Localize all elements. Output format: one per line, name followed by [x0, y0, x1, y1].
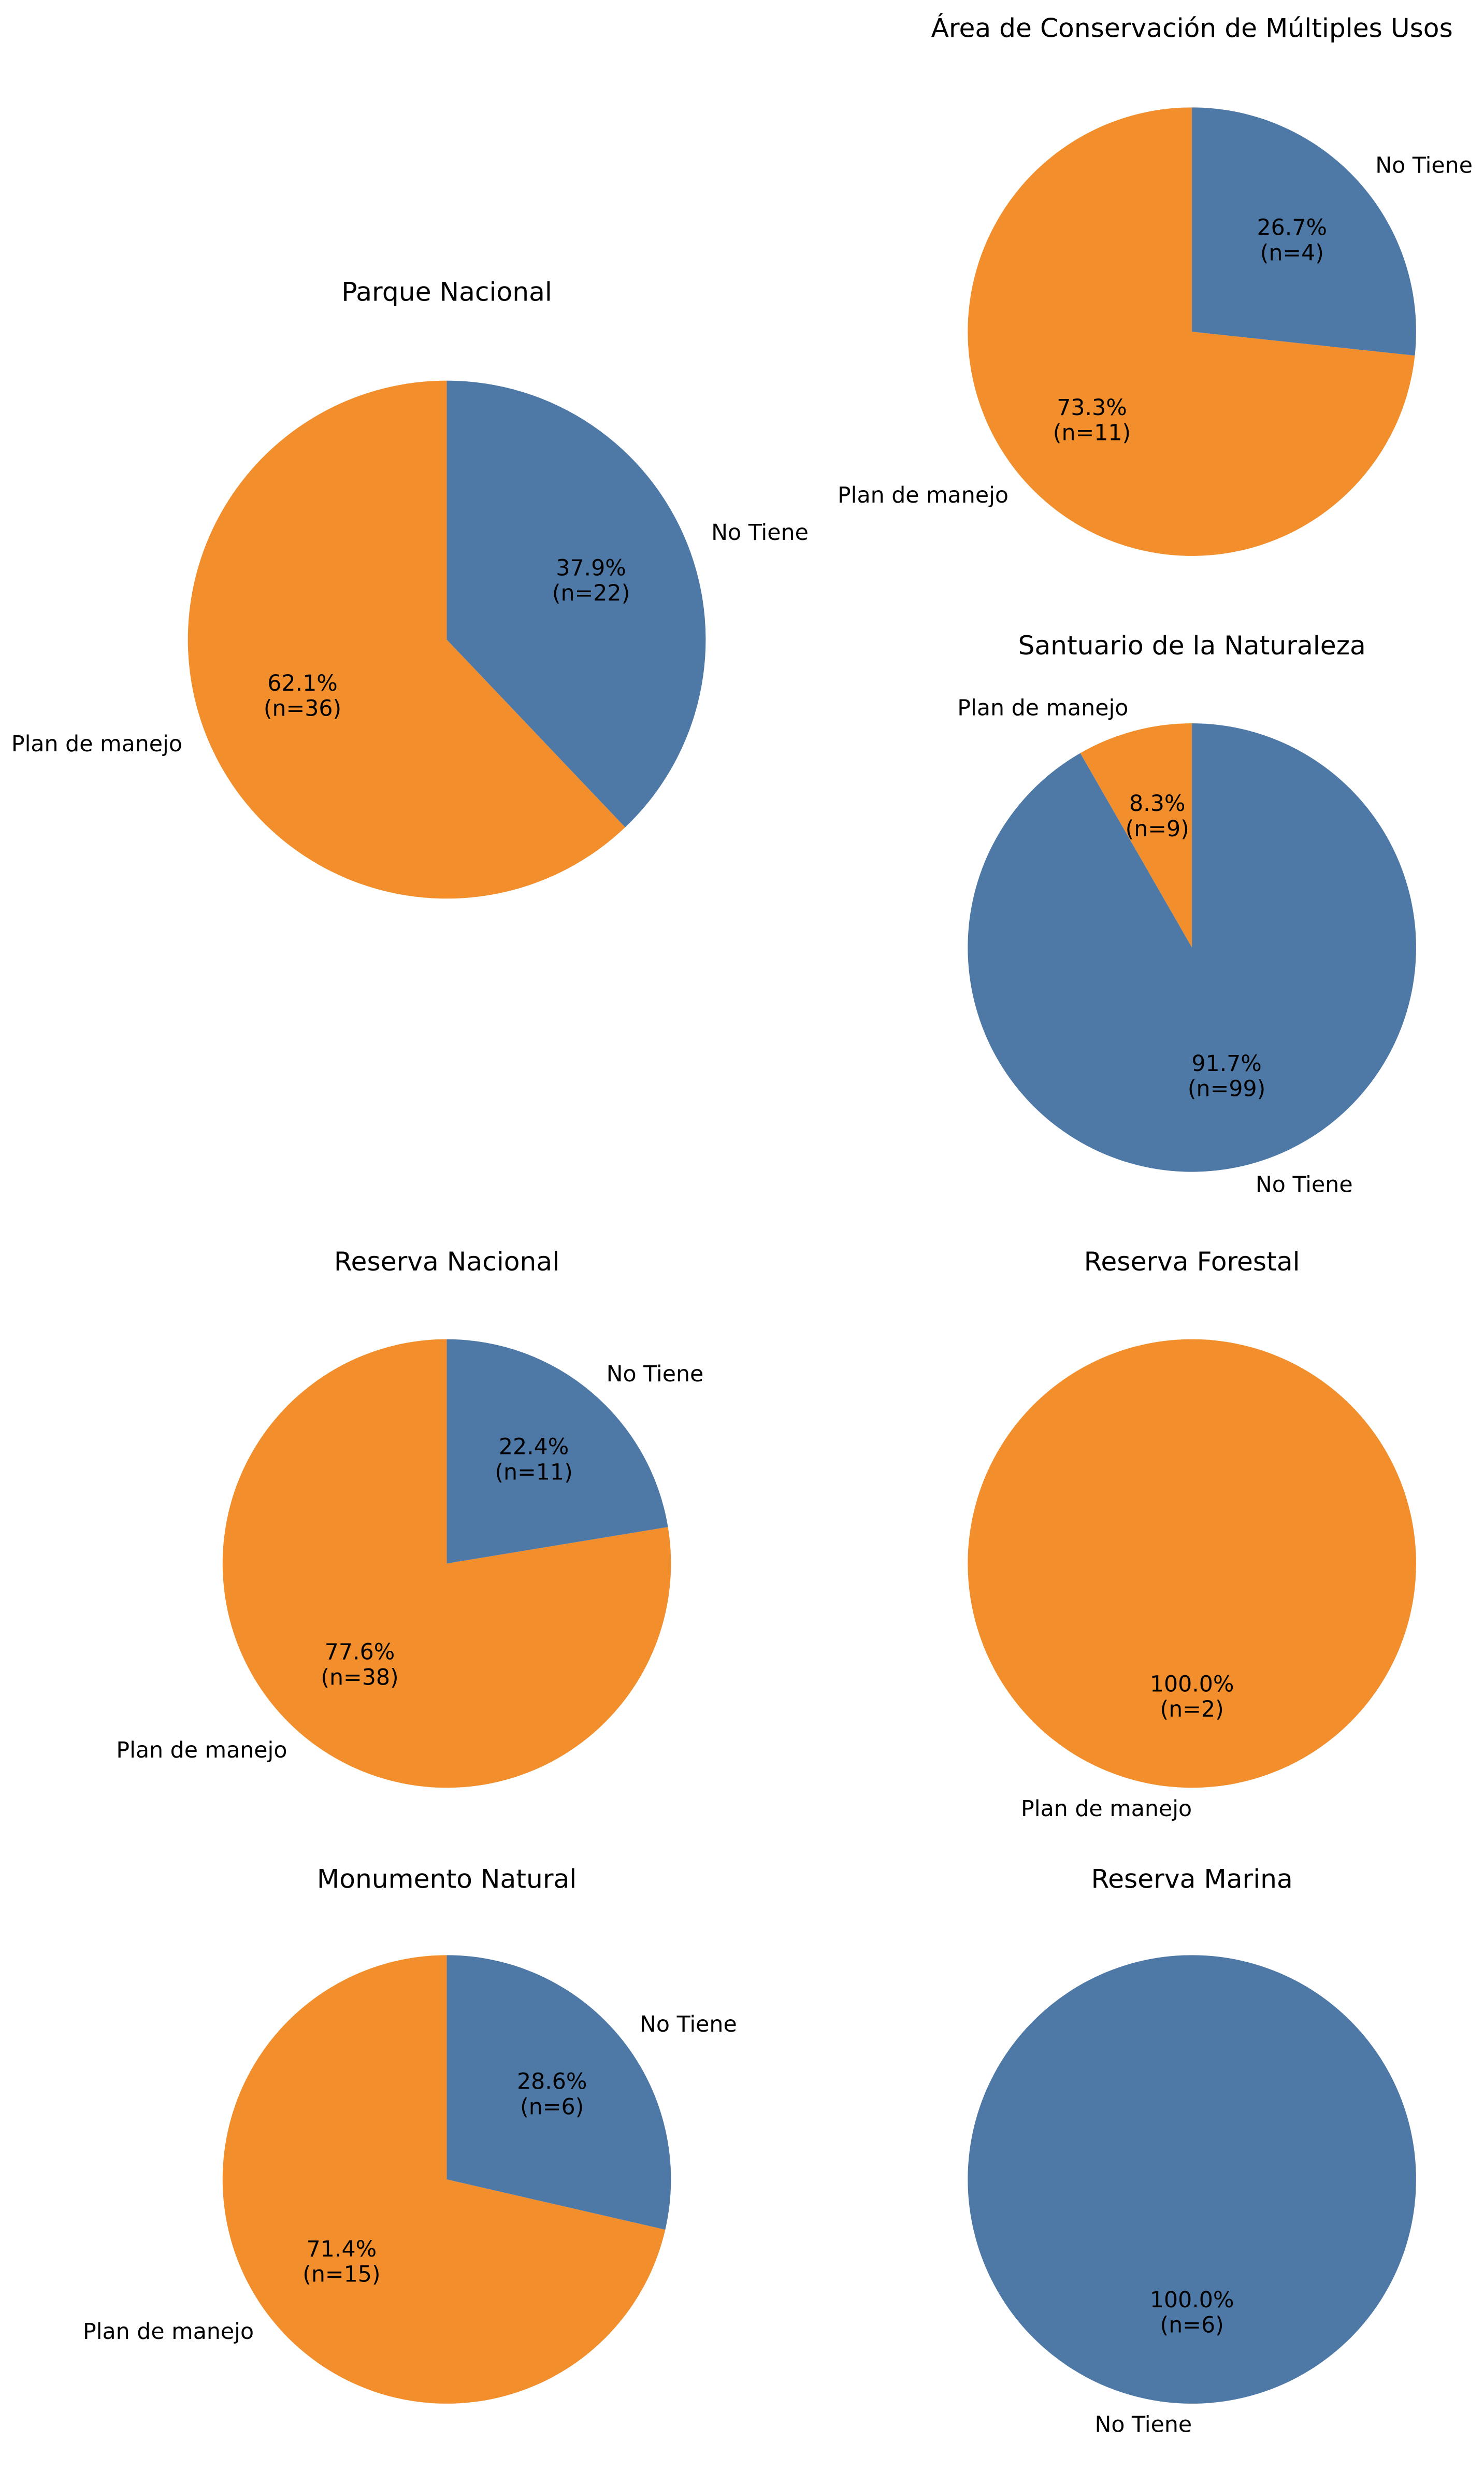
pie-slice	[222, 1955, 666, 2404]
pie-slice	[968, 1955, 1416, 2404]
pie-slice	[446, 1339, 668, 1564]
slice-label: Plan de manejo	[1021, 1796, 1192, 1822]
slice-label: No Tiene	[640, 2011, 737, 2037]
count-label: (n=99)	[1188, 1076, 1265, 1102]
count-label: (n=38)	[321, 1664, 398, 1690]
chart-title: Reserva Forestal	[1084, 1246, 1300, 1277]
count-label: (n=6)	[1160, 2312, 1224, 2338]
count-label: (n=22)	[552, 580, 630, 606]
pie-slice	[188, 380, 626, 899]
percent-label: 28.6%	[517, 2069, 587, 2095]
percent-label: 26.7%	[1257, 215, 1328, 241]
count-label: (n=36)	[264, 696, 341, 722]
pie-chart: Área de Conservación de Múltiples Usos Pl…	[838, 12, 1473, 556]
chart-title: Reserva Marina	[1091, 1864, 1292, 1894]
percent-label: 91.7%	[1191, 1051, 1262, 1077]
chart-title: Parque Nacional	[341, 276, 552, 307]
slice-label: No Tiene	[1094, 2412, 1192, 2438]
pie-chart: Reserva Nacional Plan de manejo 77.6%(n=38…	[116, 1246, 703, 1788]
slice-label: No Tiene	[607, 1361, 704, 1387]
percent-label: 77.6%	[325, 1639, 395, 1665]
pie-slice	[1080, 723, 1192, 948]
pie-slice	[446, 380, 706, 827]
count-label: (n=9)	[1126, 816, 1189, 842]
pie-chart: Reserva Marina No Tiene 100.0%(n=6)	[968, 1864, 1416, 2438]
pie-chart: Monumento Natural Plan de manejo 71.4%(n=1…	[83, 1864, 737, 2404]
slice-label: Plan de manejo	[116, 1737, 287, 1763]
count-label: (n=11)	[1053, 420, 1131, 446]
percent-label: 37.9%	[556, 555, 626, 581]
percent-label: 71.4%	[307, 2236, 377, 2262]
pie-chart: Reserva Forestal Plan de manejo 100.0%(n=2…	[968, 1246, 1416, 1822]
percent-label: 22.4%	[499, 1434, 569, 1460]
count-label: (n=2)	[1160, 1696, 1224, 1722]
count-label: (n=6)	[520, 2094, 584, 2120]
slice-label: No Tiene	[711, 520, 809, 546]
percent-label: 73.3%	[1057, 395, 1127, 421]
count-label: (n=4)	[1260, 240, 1324, 266]
percent-label: 100.0%	[1150, 1671, 1234, 1697]
percent-label: 62.1%	[267, 670, 338, 696]
chart-title: Reserva Nacional	[334, 1246, 559, 1277]
chart-title: Monumento Natural	[317, 1864, 577, 1894]
slice-label: Plan de manejo	[838, 482, 1008, 508]
pie-chart: Parque Nacional Plan de manejo 62.1%(n=36)…	[11, 276, 809, 899]
slice-label: Plan de manejo	[11, 731, 182, 757]
count-label: (n=11)	[495, 1459, 572, 1485]
chart-title: Área de Conservación de Múltiples Usos	[931, 12, 1453, 43]
pie-chart: Santuario de la Naturaleza Plan de manejo…	[957, 630, 1416, 1197]
pie-slice	[968, 107, 1415, 556]
percent-label: 100.0%	[1150, 2287, 1234, 2313]
slice-label: Plan de manejo	[957, 695, 1128, 721]
slice-label: No Tiene	[1256, 1172, 1353, 1197]
pie-slice	[968, 723, 1416, 1172]
chart-title: Santuario de la Naturaleza	[1018, 630, 1365, 661]
pie-slice	[446, 1955, 671, 2230]
pie-slice	[968, 1339, 1416, 1788]
percent-label: 8.3%	[1129, 791, 1185, 817]
slice-label: Plan de manejo	[83, 2319, 254, 2345]
count-label: (n=15)	[302, 2262, 380, 2288]
slice-label: No Tiene	[1375, 152, 1473, 178]
pie-slice	[1192, 107, 1416, 356]
